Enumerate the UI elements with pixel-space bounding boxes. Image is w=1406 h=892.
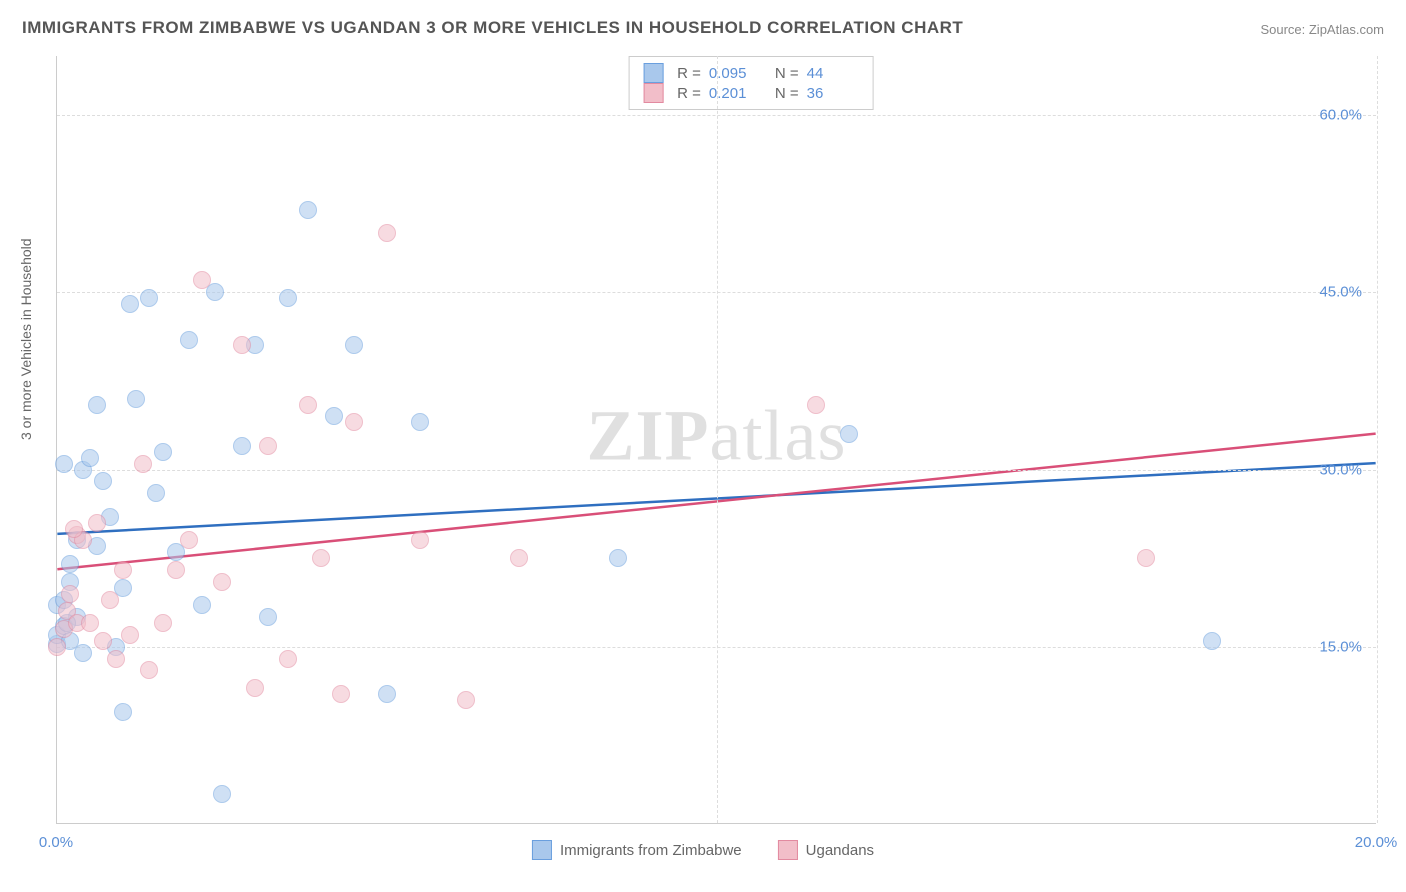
chart-title: IMMIGRANTS FROM ZIMBABWE VS UGANDAN 3 OR… <box>22 18 963 38</box>
scatter-point <box>259 437 277 455</box>
scatter-point <box>213 573 231 591</box>
scatter-point <box>332 685 350 703</box>
scatter-point <box>193 271 211 289</box>
n-label: N = <box>775 85 799 102</box>
legend-row: R =0.095N =44 <box>643 63 859 83</box>
scatter-point <box>94 472 112 490</box>
gridline-v <box>1377 56 1378 823</box>
x-tick-label: 20.0% <box>1355 834 1398 851</box>
r-label: R = <box>677 65 701 82</box>
scatter-point <box>180 331 198 349</box>
scatter-point <box>325 407 343 425</box>
legend-item: Immigrants from Zimbabwe <box>532 840 742 860</box>
scatter-point <box>114 703 132 721</box>
scatter-point <box>94 632 112 650</box>
scatter-point <box>55 455 73 473</box>
legend-correlation: R =0.095N =44R =0.201N =36 <box>628 56 874 110</box>
scatter-point <box>154 443 172 461</box>
scatter-point <box>246 679 264 697</box>
y-axis-title: 3 or more Vehicles in Household <box>18 238 34 440</box>
scatter-point <box>114 561 132 579</box>
legend-series: Immigrants from Zimbabwe Ugandans <box>532 840 874 860</box>
scatter-point <box>81 449 99 467</box>
legend-swatch <box>532 840 552 860</box>
scatter-point <box>345 413 363 431</box>
scatter-point <box>61 585 79 603</box>
scatter-point <box>81 614 99 632</box>
scatter-point <box>48 638 66 656</box>
scatter-point <box>299 396 317 414</box>
plot-area: ZIPatlas R =0.095N =44R =0.201N =36 15.0… <box>56 56 1376 824</box>
scatter-point <box>140 289 158 307</box>
scatter-point <box>107 650 125 668</box>
scatter-point <box>1137 549 1155 567</box>
legend-swatch <box>643 83 663 103</box>
n-value: 36 <box>807 85 859 102</box>
gridline-v <box>717 56 718 823</box>
r-label: R = <box>677 85 701 102</box>
scatter-point <box>312 549 330 567</box>
scatter-point <box>167 561 185 579</box>
scatter-point <box>609 549 627 567</box>
legend-item: Ugandans <box>778 840 874 860</box>
scatter-point <box>121 626 139 644</box>
scatter-point <box>88 514 106 532</box>
y-tick-label: 45.0% <box>1319 284 1362 301</box>
n-label: N = <box>775 65 799 82</box>
scatter-point <box>840 425 858 443</box>
scatter-point <box>180 531 198 549</box>
scatter-point <box>299 201 317 219</box>
legend-row: R =0.201N =36 <box>643 83 859 103</box>
scatter-point <box>279 289 297 307</box>
scatter-point <box>65 520 83 538</box>
scatter-point <box>140 661 158 679</box>
scatter-point <box>345 336 363 354</box>
scatter-point <box>193 596 211 614</box>
scatter-point <box>1203 632 1221 650</box>
legend-swatch <box>643 63 663 83</box>
scatter-point <box>378 685 396 703</box>
scatter-point <box>154 614 172 632</box>
scatter-point <box>127 390 145 408</box>
scatter-point <box>411 413 429 431</box>
y-tick-label: 15.0% <box>1319 638 1362 655</box>
scatter-point <box>259 608 277 626</box>
legend-label: Ugandans <box>806 842 874 859</box>
legend-swatch <box>778 840 798 860</box>
scatter-point <box>101 591 119 609</box>
scatter-point <box>279 650 297 668</box>
scatter-point <box>233 336 251 354</box>
legend-label: Immigrants from Zimbabwe <box>560 842 742 859</box>
scatter-point <box>134 455 152 473</box>
scatter-point <box>510 549 528 567</box>
scatter-point <box>88 396 106 414</box>
scatter-point <box>411 531 429 549</box>
scatter-point <box>233 437 251 455</box>
y-tick-label: 60.0% <box>1319 107 1362 124</box>
scatter-point <box>378 224 396 242</box>
scatter-point <box>807 396 825 414</box>
scatter-point <box>147 484 165 502</box>
x-tick-label: 0.0% <box>39 834 73 851</box>
n-value: 44 <box>807 65 859 82</box>
scatter-point <box>121 295 139 313</box>
y-tick-label: 30.0% <box>1319 461 1362 478</box>
source-label: Source: ZipAtlas.com <box>1260 22 1384 37</box>
scatter-point <box>457 691 475 709</box>
scatter-point <box>61 555 79 573</box>
scatter-point <box>213 785 231 803</box>
